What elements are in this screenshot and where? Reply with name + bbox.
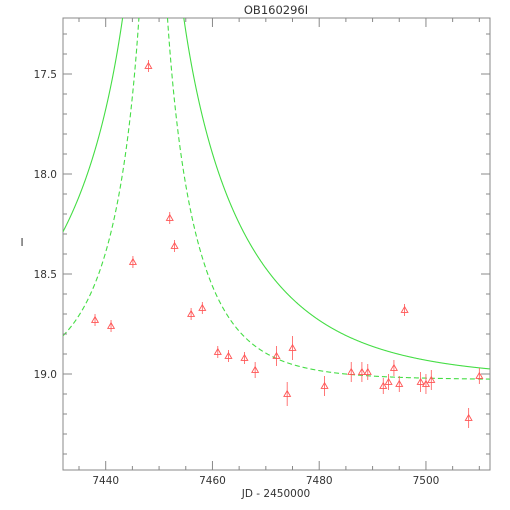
data-point bbox=[240, 353, 249, 361]
data-point bbox=[213, 347, 222, 355]
chart-title: OB160296I bbox=[244, 3, 308, 17]
data-point bbox=[224, 351, 233, 359]
y-tick-label: 19.0 bbox=[34, 369, 57, 381]
data-point bbox=[379, 381, 388, 389]
data-point bbox=[475, 371, 484, 379]
data-point bbox=[165, 213, 174, 221]
data-point bbox=[128, 257, 137, 265]
data-point bbox=[357, 367, 366, 375]
data-point bbox=[198, 303, 207, 311]
x-tick-label: 7440 bbox=[92, 475, 119, 487]
y-tick-label: 17.5 bbox=[34, 69, 57, 81]
data-point bbox=[320, 381, 329, 389]
x-axis-title: JD - 2450000 bbox=[241, 488, 310, 500]
data-point bbox=[251, 365, 260, 373]
y-tick-label: 18.5 bbox=[34, 269, 57, 281]
data-point bbox=[187, 309, 196, 317]
data-point bbox=[395, 379, 404, 387]
data-point bbox=[288, 343, 297, 351]
x-tick-label: 7480 bbox=[306, 475, 333, 487]
data-point bbox=[421, 379, 431, 387]
data-point bbox=[400, 305, 409, 313]
axis-ticks: 7440 7460 7480 7500 17.5 18.0 18.5 19.0 bbox=[34, 18, 490, 487]
data-point bbox=[347, 367, 356, 375]
model-curve-solid bbox=[63, 18, 490, 370]
data-point bbox=[427, 375, 436, 383]
data-point bbox=[144, 61, 153, 69]
data-point bbox=[416, 377, 425, 385]
plot-frame bbox=[62, 17, 491, 471]
model-curve-dashed bbox=[63, 18, 490, 380]
x-tick-label: 7460 bbox=[199, 475, 226, 487]
data-point bbox=[272, 351, 281, 359]
data-point bbox=[90, 315, 100, 323]
model-curves bbox=[63, 18, 490, 380]
x-tick-label: 7500 bbox=[413, 475, 440, 487]
data-point bbox=[389, 363, 399, 371]
data-points bbox=[90, 60, 484, 428]
y-axis-title: I bbox=[20, 237, 23, 249]
data-point bbox=[464, 413, 473, 421]
data-point bbox=[283, 389, 292, 397]
data-point bbox=[170, 241, 179, 249]
data-point bbox=[363, 367, 372, 375]
data-point bbox=[384, 377, 393, 385]
y-tick-label: 18.0 bbox=[34, 169, 57, 181]
data-point bbox=[106, 321, 116, 329]
